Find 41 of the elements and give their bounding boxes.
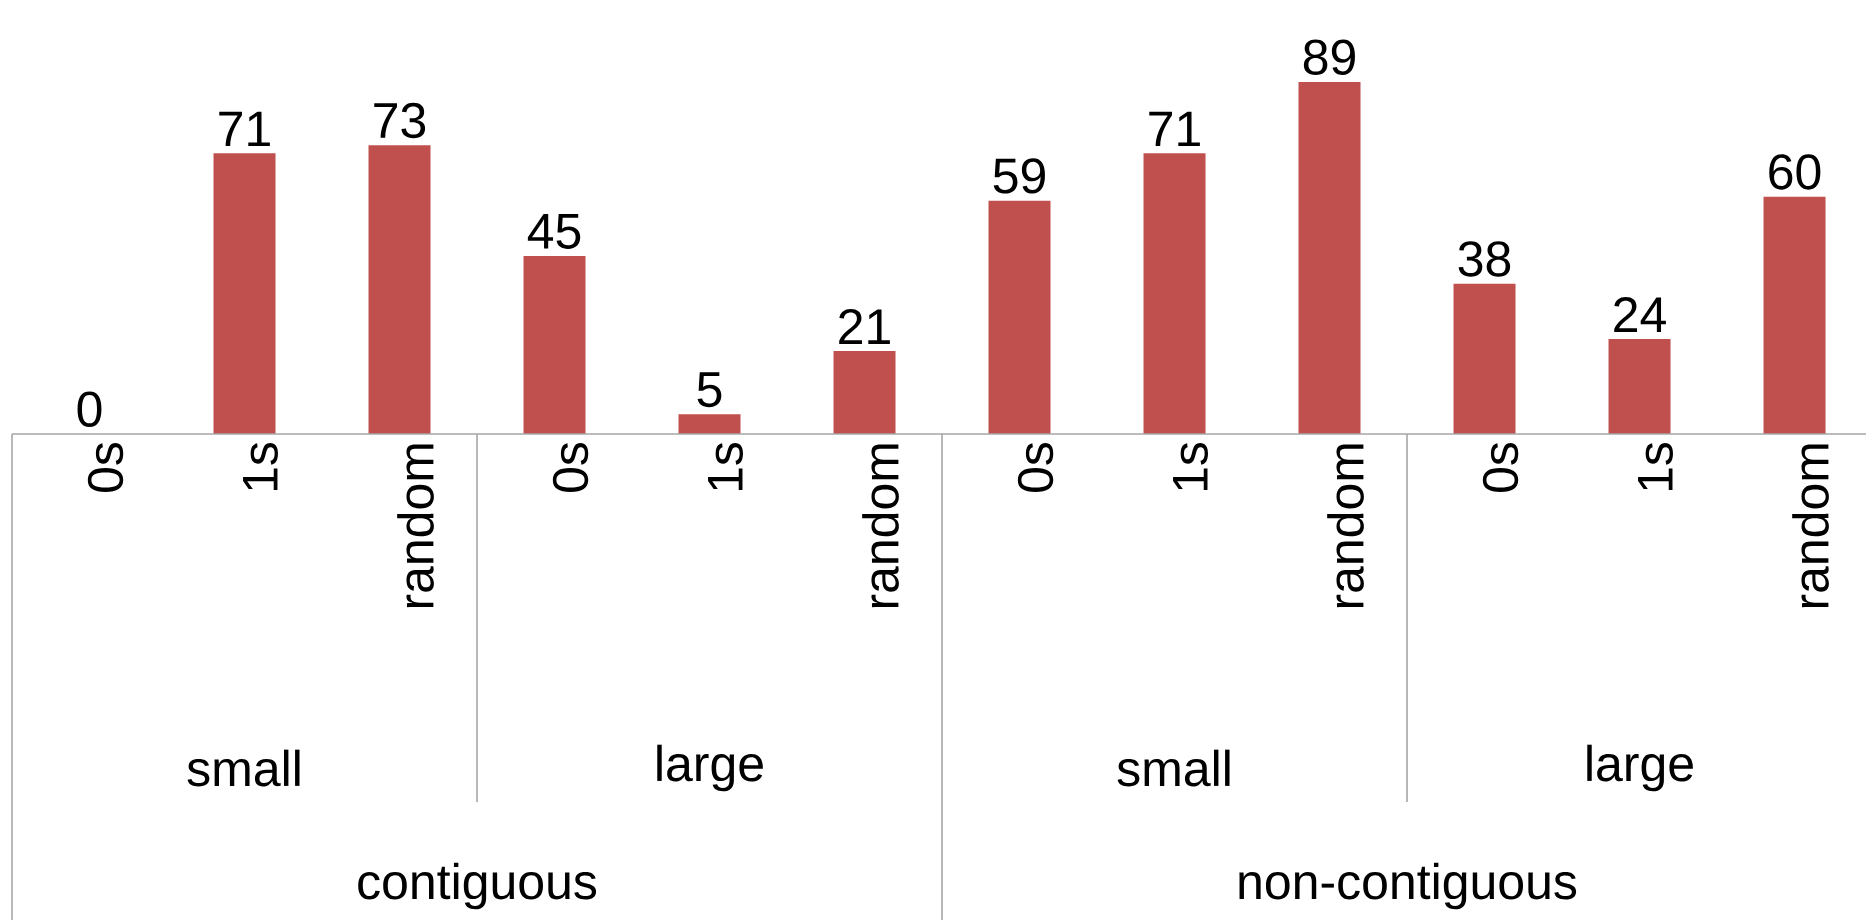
x-tick-label: 0s [552, 442, 589, 492]
x-tick-label: 0s [1017, 442, 1054, 492]
x-tick-label: 1s [1638, 442, 1673, 491]
data-label: 73 [374, 102, 426, 139]
data-label: 5 [697, 372, 722, 408]
bar [833, 350, 896, 434]
bar [1453, 283, 1516, 434]
data-label: 60 [1769, 154, 1821, 190]
x-tick-label: random [397, 444, 434, 608]
x-tick-label: 1s [243, 442, 278, 491]
bar [678, 414, 741, 434]
data-label: 24 [1614, 297, 1666, 333]
bar [1298, 81, 1361, 434]
bar [368, 145, 431, 434]
bar [1763, 196, 1826, 434]
data-label: 59 [993, 158, 1045, 194]
x-tick-label: 0s [87, 442, 124, 492]
data-label: 89 [1303, 39, 1355, 75]
text: small [1117, 749, 1230, 787]
text: large [657, 744, 763, 792]
bar [1143, 153, 1206, 434]
data-label: 38 [1458, 241, 1511, 277]
text: contiguous [358, 862, 597, 910]
data-label: 21 [839, 308, 890, 344]
x-tick-label: 0s [1482, 442, 1519, 492]
x-tick-label: random [862, 444, 899, 608]
x-tick-label: random [1792, 444, 1829, 608]
x-tick-label: 1s [708, 442, 743, 491]
x-tick-label: 1s [1173, 442, 1208, 491]
text: large [1587, 744, 1693, 792]
data-label: 0 [77, 391, 102, 427]
data-label: 71 [219, 111, 270, 147]
bar [213, 153, 276, 434]
data-label: 45 [527, 214, 581, 249]
text: small [187, 749, 300, 787]
x-tick-label: random [1327, 444, 1364, 608]
text: non-contiguous [1239, 862, 1577, 910]
bar [1608, 339, 1671, 434]
bar [988, 200, 1051, 434]
bar [523, 256, 586, 434]
data-label: 71 [1149, 111, 1200, 147]
